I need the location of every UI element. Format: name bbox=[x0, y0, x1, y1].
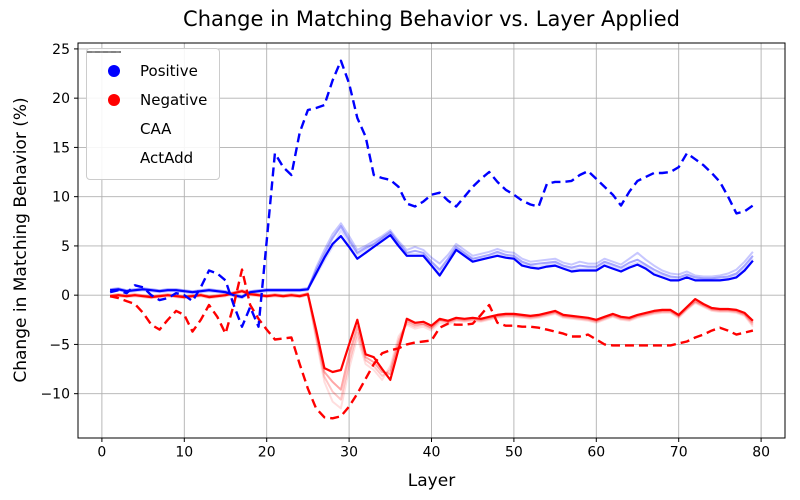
y-tick-label: 25 bbox=[52, 42, 70, 58]
x-tick-label: 60 bbox=[587, 445, 605, 461]
dot-marker-icon bbox=[108, 93, 120, 106]
series-caa-positive-main bbox=[109, 234, 754, 299]
legend-item-label: ActAdd bbox=[140, 148, 194, 167]
series-actadd-negative bbox=[109, 268, 754, 420]
legend-item-actadd: ActAdd bbox=[87, 51, 207, 172]
y-tick-label: 0 bbox=[61, 288, 70, 304]
x-tick-label: 50 bbox=[505, 445, 523, 461]
legend-item-label: Negative bbox=[140, 90, 208, 109]
legend-dot-icon bbox=[93, 93, 135, 106]
x-tick-label: 40 bbox=[423, 445, 441, 461]
x-tick-label: 20 bbox=[258, 445, 276, 461]
chart-title: Change in Matching Behavior vs. Layer Ap… bbox=[183, 7, 680, 31]
y-tick-label: 20 bbox=[52, 91, 70, 107]
legend: Positive Negative CAA ActAdd bbox=[86, 48, 221, 180]
series-caa-negative-main bbox=[109, 290, 754, 381]
legend-item-label: CAA bbox=[140, 119, 172, 138]
legend-item-caa: CAA bbox=[87, 51, 207, 143]
legend-item-positive: Positive bbox=[93, 56, 207, 85]
legend-item-negative: Negative bbox=[93, 85, 207, 114]
dot-marker-icon bbox=[108, 64, 120, 77]
x-tick-label: 80 bbox=[752, 445, 770, 461]
legend-dot-icon bbox=[93, 64, 135, 77]
x-tick-label: 10 bbox=[175, 445, 193, 461]
y-tick-label: 5 bbox=[61, 239, 70, 255]
y-tick-label: 15 bbox=[52, 140, 70, 156]
y-tick-label: −10 bbox=[40, 387, 70, 403]
y-tick-label: −5 bbox=[49, 337, 70, 353]
x-axis-label: Layer bbox=[407, 471, 456, 491]
x-tick-label: 30 bbox=[340, 445, 358, 461]
x-tick-label: 0 bbox=[97, 445, 106, 461]
x-tick-label: 70 bbox=[670, 445, 688, 461]
legend-item-label: Positive bbox=[140, 61, 198, 80]
y-tick-label: 10 bbox=[52, 190, 70, 206]
y-axis-label: Change in Matching Behavior (%) bbox=[11, 97, 31, 383]
